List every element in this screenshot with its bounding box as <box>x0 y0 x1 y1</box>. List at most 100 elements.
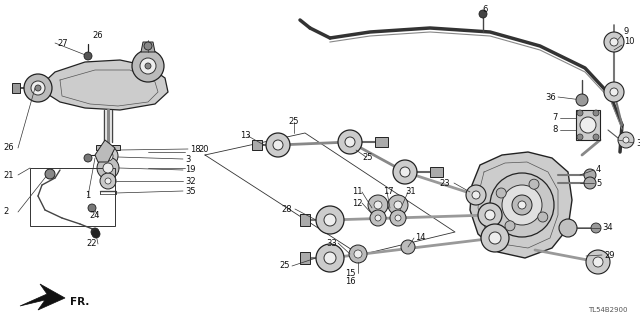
Circle shape <box>338 130 362 154</box>
Circle shape <box>97 157 119 179</box>
Circle shape <box>45 169 55 179</box>
Text: FR.: FR. <box>70 297 90 307</box>
Polygon shape <box>430 167 443 177</box>
Text: 25: 25 <box>280 262 290 271</box>
Text: 8: 8 <box>552 125 558 135</box>
Circle shape <box>103 163 113 173</box>
Text: 30: 30 <box>636 138 640 147</box>
Circle shape <box>98 146 118 166</box>
Circle shape <box>88 204 96 212</box>
Text: 27: 27 <box>57 39 68 48</box>
Circle shape <box>368 195 388 215</box>
Polygon shape <box>141 42 155 52</box>
Circle shape <box>559 219 577 237</box>
Circle shape <box>273 140 283 150</box>
Text: 17: 17 <box>383 188 394 197</box>
Text: 6: 6 <box>483 5 488 14</box>
Circle shape <box>400 167 410 177</box>
Circle shape <box>604 32 624 52</box>
Circle shape <box>576 94 588 106</box>
Text: 16: 16 <box>346 277 356 286</box>
Circle shape <box>140 58 156 74</box>
Circle shape <box>370 210 386 226</box>
Circle shape <box>316 206 344 234</box>
Circle shape <box>349 245 367 263</box>
Circle shape <box>374 201 382 209</box>
Circle shape <box>91 228 99 236</box>
Polygon shape <box>470 152 572 258</box>
Text: 28: 28 <box>282 204 292 213</box>
Circle shape <box>84 52 92 60</box>
Circle shape <box>490 173 554 237</box>
Text: 35: 35 <box>185 187 196 196</box>
Text: 5: 5 <box>596 179 601 188</box>
Text: 23: 23 <box>440 179 450 188</box>
Text: 21: 21 <box>3 170 13 180</box>
Circle shape <box>538 212 548 222</box>
Text: 25: 25 <box>363 152 373 161</box>
Circle shape <box>466 185 486 205</box>
Text: 26: 26 <box>93 32 103 41</box>
Text: 4: 4 <box>596 166 601 174</box>
Circle shape <box>395 215 401 221</box>
Text: 3: 3 <box>185 154 190 164</box>
Circle shape <box>529 179 539 189</box>
Circle shape <box>481 224 509 252</box>
Text: 32: 32 <box>185 176 196 186</box>
Text: 22: 22 <box>86 240 97 249</box>
Text: 29: 29 <box>604 250 614 259</box>
Circle shape <box>393 160 417 184</box>
Circle shape <box>84 154 92 162</box>
Circle shape <box>24 74 52 102</box>
Text: 15: 15 <box>346 269 356 278</box>
Text: 25: 25 <box>289 117 300 127</box>
Circle shape <box>266 133 290 157</box>
Polygon shape <box>95 140 115 162</box>
Circle shape <box>586 250 610 274</box>
Polygon shape <box>576 110 600 140</box>
Polygon shape <box>300 214 310 226</box>
Circle shape <box>593 134 599 140</box>
Circle shape <box>604 82 624 102</box>
Circle shape <box>388 195 408 215</box>
Polygon shape <box>20 284 65 310</box>
Circle shape <box>105 178 111 184</box>
Circle shape <box>577 110 583 116</box>
Text: 31: 31 <box>405 188 415 197</box>
Text: 36: 36 <box>545 93 556 101</box>
Circle shape <box>316 244 344 272</box>
Text: 11: 11 <box>353 188 363 197</box>
Text: 33: 33 <box>326 239 337 248</box>
Circle shape <box>485 210 495 220</box>
Circle shape <box>324 252 336 264</box>
Circle shape <box>584 177 596 189</box>
Circle shape <box>144 42 152 50</box>
Polygon shape <box>96 145 120 150</box>
Circle shape <box>618 132 634 148</box>
Circle shape <box>610 88 618 96</box>
Text: 34: 34 <box>602 224 612 233</box>
Circle shape <box>502 185 542 225</box>
Circle shape <box>92 230 100 238</box>
Text: 1: 1 <box>84 191 90 201</box>
Circle shape <box>512 195 532 215</box>
Circle shape <box>496 188 506 198</box>
Circle shape <box>100 173 116 189</box>
Polygon shape <box>375 137 388 147</box>
Text: 26: 26 <box>3 144 13 152</box>
Circle shape <box>390 210 406 226</box>
Circle shape <box>584 169 596 181</box>
Circle shape <box>375 215 381 221</box>
Circle shape <box>324 214 336 226</box>
Circle shape <box>610 38 618 46</box>
Text: 10: 10 <box>624 38 634 47</box>
Text: 20: 20 <box>198 145 209 153</box>
Polygon shape <box>252 140 262 150</box>
Circle shape <box>35 85 41 91</box>
Circle shape <box>145 63 151 69</box>
Circle shape <box>489 232 501 244</box>
Text: 19: 19 <box>185 166 195 174</box>
Polygon shape <box>38 60 168 110</box>
Circle shape <box>401 240 415 254</box>
Text: 12: 12 <box>353 198 363 207</box>
